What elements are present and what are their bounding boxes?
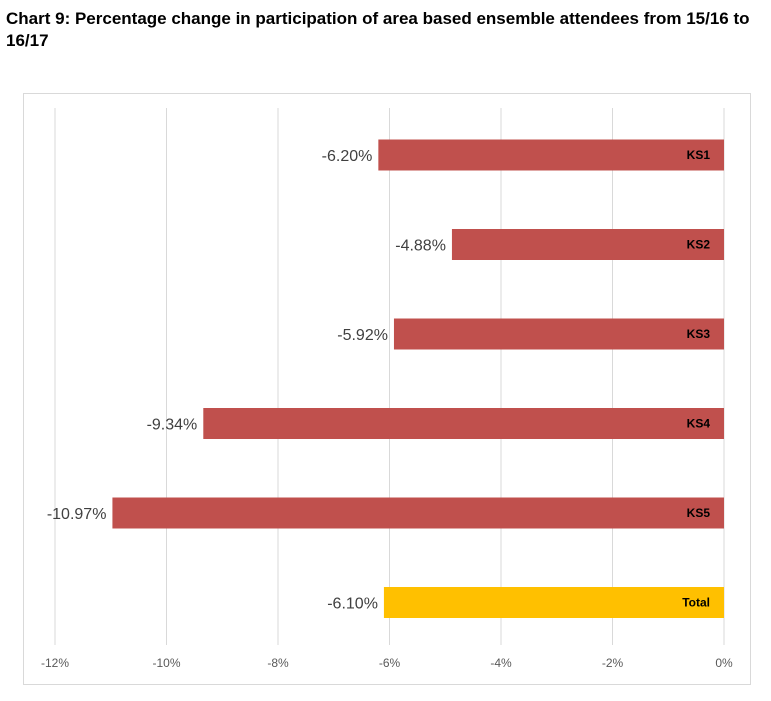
data-label: -10.97% (47, 506, 107, 523)
x-tick-label: -12% (41, 656, 69, 670)
category-label: KS1 (687, 148, 711, 162)
bar-ks3 (393, 318, 724, 350)
x-tick-label: -10% (152, 656, 180, 670)
x-axis-ticks: -12% -10% -8% -6% -4% -2% 0% (41, 656, 733, 670)
x-tick-label: -2% (602, 656, 624, 670)
bar-ks5 (112, 497, 725, 529)
bar-total (383, 587, 724, 618)
chart-title: Chart 9: Percentage change in participat… (6, 9, 750, 50)
x-tick-label: -4% (490, 656, 512, 670)
category-label: Total (682, 596, 710, 610)
data-label: -6.10% (327, 596, 378, 613)
x-tick-label: -6% (379, 656, 401, 670)
bar-ks2 (451, 229, 724, 260)
data-label: -4.88% (395, 238, 446, 255)
x-tick-label: -8% (267, 656, 289, 670)
data-label: -6.20% (322, 148, 373, 165)
category-label: KS5 (687, 506, 711, 520)
data-label: -5.92% (337, 327, 388, 344)
plot-area-frame (23, 93, 751, 685)
bar-ks4 (203, 408, 725, 439)
labels: KS1 -6.20% KS2 -4.88% KS3 -5.92% KS4 -9.34% KS5 -… (47, 148, 710, 613)
bars (112, 139, 725, 618)
data-label: -9.34% (147, 417, 198, 434)
category-label: KS2 (687, 238, 711, 252)
gridlines (54, 108, 725, 645)
category-label: KS3 (687, 327, 711, 341)
x-tick-label: 0% (715, 656, 733, 670)
bar-ks1 (378, 139, 724, 171)
category-label: KS4 (687, 417, 711, 431)
